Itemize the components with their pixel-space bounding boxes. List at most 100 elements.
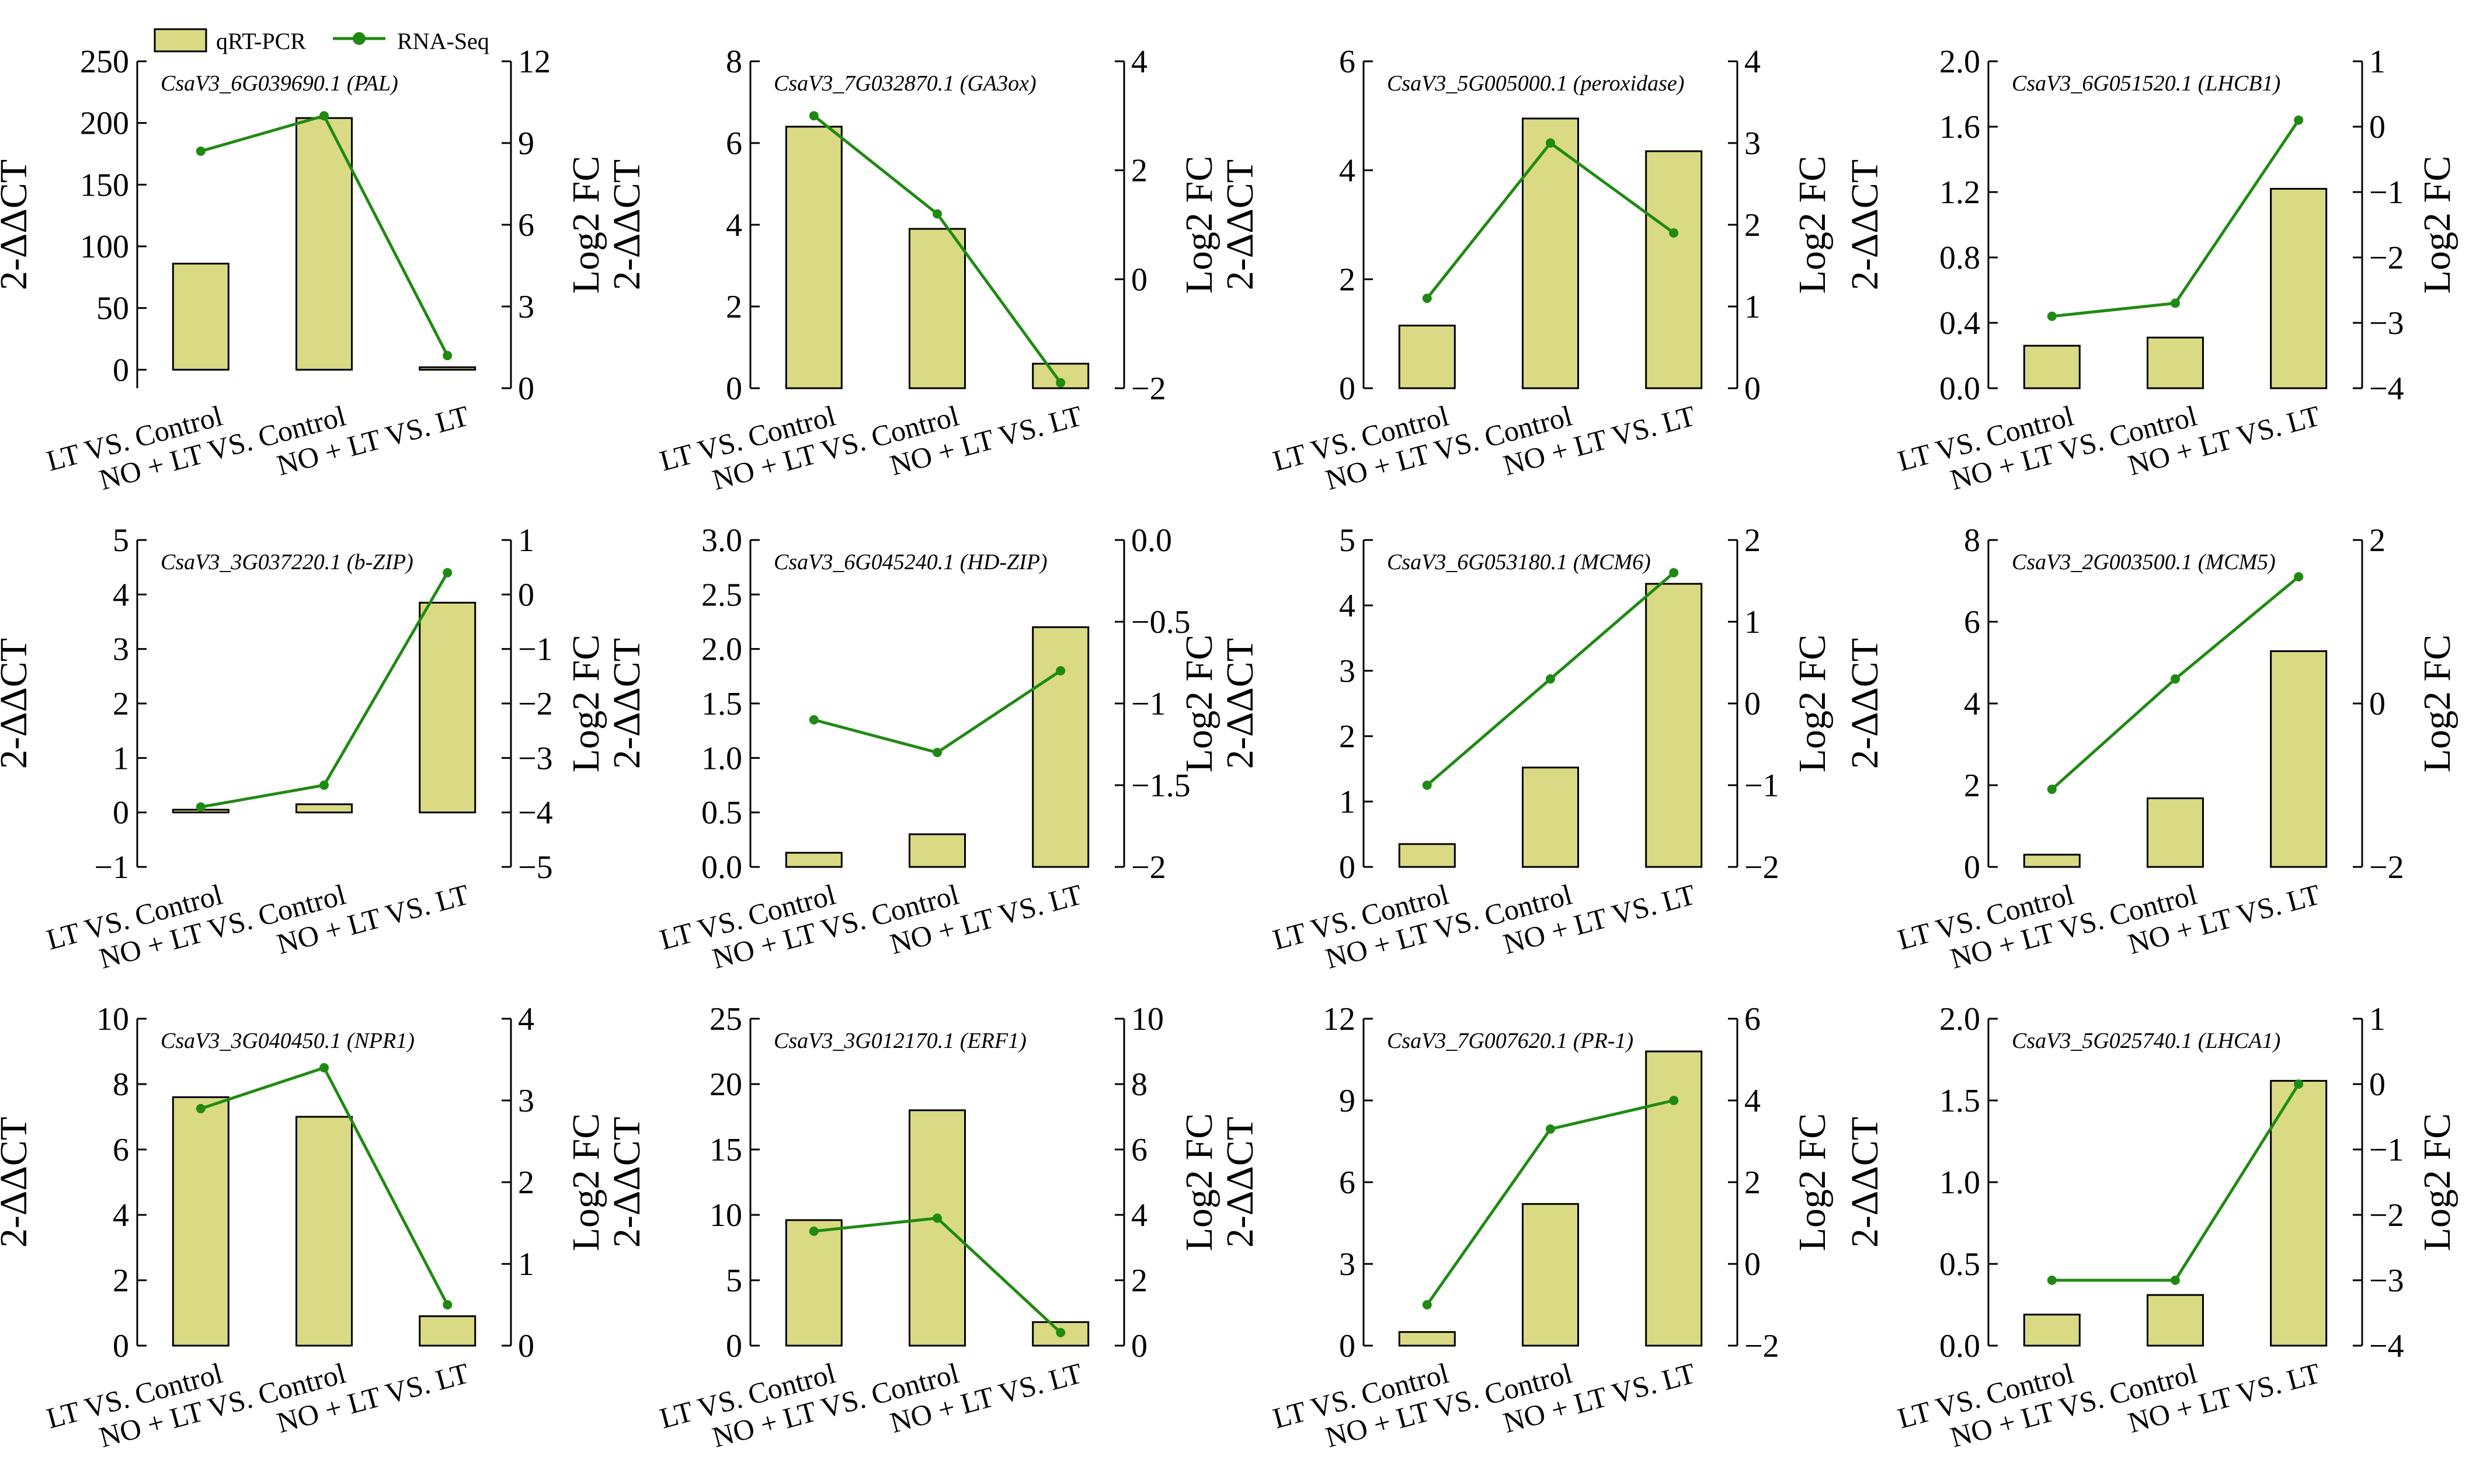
chart-title: CsaV3_6G051520.1 (LHCB1) [2012, 71, 2280, 96]
y-tick-label-left: 3 [1339, 653, 1355, 689]
y-tick-label-right: −5 [518, 849, 553, 886]
series-point [443, 1300, 453, 1309]
y-axis-label-left: 2-ΔΔCT [0, 1117, 35, 1248]
bar [2270, 1079, 2328, 1347]
y-tick-label-right: −3 [2369, 305, 2404, 342]
y-tick-label-right: 10 [1131, 1001, 1164, 1037]
y-tick-label-right: 0.0 [1131, 522, 1172, 559]
y-tick-label-right: −1 [1744, 768, 1779, 804]
y-tick-label-left: 6 [1964, 604, 1980, 640]
y-tick-label-right: 8 [1131, 1067, 1147, 1103]
chart-panel: 0 5 10 15 20 25 0 2 4 6 8 10 CsaV3_3G012170.1 (ERF1)… [606, 1001, 1220, 1454]
series-line [200, 572, 449, 809]
chart-panel: 0 2 4 6 0 1 2 3 4 CsaV3_5G005000.1 (peroxidase) 2-… [1219, 44, 1834, 496]
y-tick-label-right: 2 [2369, 522, 2385, 559]
chart-panel: 0.0 0.5 1.0 1.5 2.0 2.5 3.0 −2 −1.5 −1 −0.5 0.0 CsaV… [606, 522, 1220, 975]
y-tick-label-right: 0 [1744, 371, 1761, 407]
y-tick-label-left: 0.0 [1939, 1328, 1980, 1364]
y-tick-label-left: 0.8 [1939, 240, 1980, 276]
bar [2147, 1294, 2204, 1347]
y-tick-label-left: 5 [1339, 522, 1355, 559]
y-tick-label-right: −2 [1131, 371, 1166, 407]
y-tick-label-right: −1.5 [1131, 768, 1191, 804]
y-tick-label-right: 6 [1131, 1132, 1147, 1168]
chart-title: CsaV3_3G040450.1 (NPR1) [161, 1029, 415, 1053]
bar [2023, 1314, 2081, 1347]
y-tick-label-left: 25 [710, 1001, 742, 1037]
chart-title: CsaV3_7G032870.1 (GA3ox) [774, 71, 1037, 96]
y-tick-label-right: 2 [1744, 522, 1761, 559]
y-axis-label-right: Log2 FC [2416, 1113, 2458, 1252]
y-tick-label-left: 0 [113, 352, 129, 388]
y-tick-label-left: 2 [1339, 719, 1355, 755]
y-tick-label-right: −2 [2369, 1197, 2404, 1234]
y-tick-label-left: 10 [710, 1197, 742, 1234]
y-tick-label-left: 2.0 [701, 632, 742, 668]
y-axis-label-right: Log2 FC [1178, 156, 1220, 294]
series-point [933, 748, 942, 757]
series-point [196, 147, 206, 156]
legend-line-marker [353, 32, 366, 45]
chart-panel: 0 2 4 6 8 −2 0 2 CsaV3_2G003500.1 (MCM5) 2-ΔΔCT Lo… [1844, 522, 2458, 975]
y-tick-label-left: 4 [1339, 588, 1355, 624]
y-tick-label-right: 2 [1131, 153, 1147, 189]
y-tick-label-left: 8 [726, 44, 742, 80]
y-tick-label-right: −4 [2369, 1328, 2404, 1364]
series-point [2171, 298, 2180, 308]
y-tick-label-left: 1.0 [701, 740, 742, 776]
y-tick-label-right: −2 [1744, 1328, 1779, 1364]
y-tick-label-right: −1 [2369, 1132, 2404, 1168]
y-tick-label-right: 12 [518, 44, 551, 80]
series-point [1546, 1124, 1555, 1134]
series-point [2047, 785, 2057, 794]
bar [295, 117, 353, 371]
bar [295, 1116, 353, 1347]
y-tick-label-right: −2 [2369, 240, 2404, 276]
y-tick-label-right: −2 [518, 686, 553, 722]
series-point [809, 1227, 819, 1236]
chart-panel: 0.0 0.5 1.0 1.5 2.0 −4 −3 −2 −1 0 1 CsaV3_5G025740.… [1844, 1001, 2458, 1454]
y-axis-label-right: Log2 FC [2416, 156, 2458, 294]
series-point [319, 1063, 329, 1072]
bar [2270, 187, 2328, 389]
y-tick-label-left: 3.0 [701, 522, 742, 559]
y-axis-label-left: 2-ΔΔCT [1219, 159, 1261, 290]
y-axis-label-left: 2-ΔΔCT [1844, 159, 1886, 290]
series-point [1669, 568, 1679, 577]
y-axis-label-right: Log2 FC [1178, 1113, 1220, 1252]
y-tick-label-right: 2 [1131, 1263, 1147, 1299]
y-tick-label-right: 4 [1744, 44, 1761, 80]
y-axis-label-left: 2-ΔΔCT [0, 638, 35, 769]
y-tick-label-left: 2 [113, 1263, 129, 1299]
y-tick-label-left: 2.0 [1939, 44, 1980, 80]
y-tick-label-right: 0 [1131, 1328, 1147, 1364]
bar [1398, 843, 1456, 868]
bar [1032, 626, 1090, 868]
y-tick-label-left: 0 [1339, 1328, 1355, 1364]
y-tick-label-left: 2 [1339, 262, 1355, 298]
bar [172, 263, 229, 371]
series-point [2294, 572, 2304, 581]
y-tick-label-left: 0 [113, 1328, 129, 1364]
y-tick-label-right: 0 [1744, 686, 1761, 722]
y-tick-label-right: 0 [2369, 109, 2385, 145]
series-point [2171, 674, 2180, 684]
series-point [1422, 781, 1432, 790]
y-tick-label-right: −2 [2369, 849, 2404, 886]
series-line [813, 669, 1062, 754]
bar [1645, 1050, 1703, 1347]
series-point [1056, 1328, 1066, 1337]
y-tick-label-left: 4 [1339, 153, 1355, 189]
series-point [2047, 1276, 2057, 1285]
series-point [809, 111, 819, 121]
bar [1398, 325, 1456, 389]
y-tick-label-left: 0 [726, 371, 742, 407]
bar [909, 833, 966, 868]
bar [419, 1315, 477, 1347]
y-tick-label-right: 6 [1744, 1001, 1761, 1037]
y-axis-label-right: Log2 FC [565, 156, 607, 294]
y-tick-label-right: 3 [1744, 126, 1761, 162]
chart-panel: 0 50 100 150 200 250 0 3 6 9 12 CsaV3_6G039690.1 (P… [0, 44, 607, 496]
y-tick-label-left: 1.0 [1939, 1165, 1980, 1201]
